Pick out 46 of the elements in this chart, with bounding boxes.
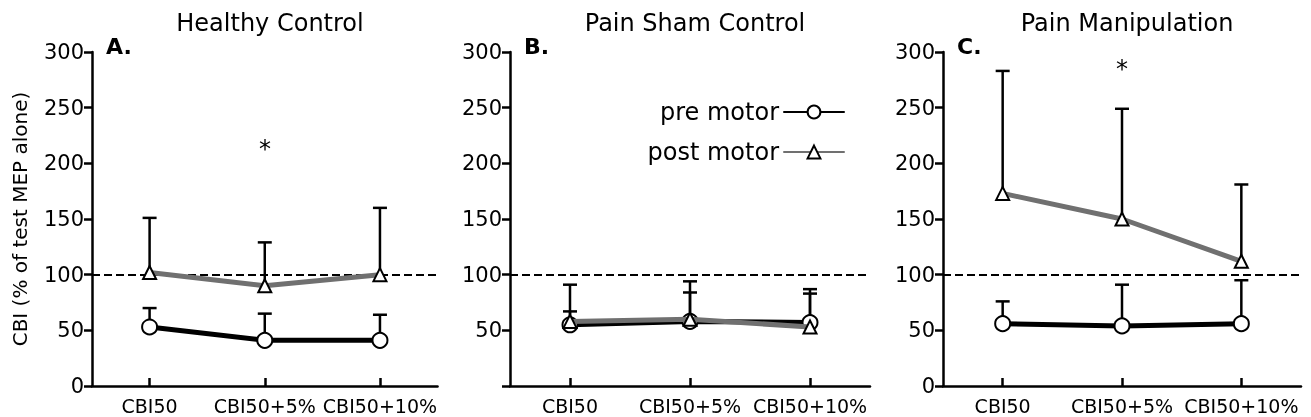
point: [1113, 317, 1131, 335]
x-tick-label: CBI50+5%: [1070, 394, 1174, 417]
legend-label: post motor: [647, 138, 780, 166]
y-tick-label: 200: [894, 151, 935, 176]
x-tick-label: CBI50+10%: [322, 394, 438, 417]
x-tick-label: CBI50+5%: [638, 394, 742, 417]
annotation: A.: [106, 33, 132, 59]
point: [141, 318, 159, 336]
chart-title: Healthy Control: [176, 9, 364, 37]
y-tick-label: 50: [475, 318, 502, 343]
y-tick-label: 0: [70, 374, 84, 398]
y-tick-label: 300: [461, 40, 502, 64]
annotation: B.: [524, 33, 550, 59]
annotation: C.: [957, 33, 982, 59]
y-tick-label: 150: [461, 207, 502, 231]
y-tick-label: 0: [921, 374, 935, 398]
annotation: *: [1116, 54, 1128, 83]
y-tick-label: 300: [43, 40, 84, 64]
y-tick-label: 100: [894, 262, 935, 287]
annotation: *: [259, 134, 271, 163]
x-tick-label: CBI50: [541, 394, 599, 417]
y-tick-label: 300: [894, 40, 935, 64]
y-tick-label: 150: [894, 207, 935, 231]
chart-title: Pain Sham Control: [584, 9, 806, 37]
point: [994, 315, 1012, 333]
y-tick-label: 150: [43, 207, 84, 231]
y-tick-label: 200: [461, 151, 502, 176]
y-tick-label: 50: [908, 318, 935, 343]
point: [1232, 315, 1250, 333]
chart-title: Pain Manipulation: [1020, 9, 1234, 37]
x-tick-label: CBI50+5%: [213, 394, 316, 417]
x-tick-label: CBI50+10%: [1184, 394, 1299, 417]
y-axis-title: CBI (% of test MEP alone): [8, 91, 32, 347]
point: [256, 331, 274, 349]
y-tick-label: 100: [43, 262, 84, 287]
x-tick-label: CBI50+10%: [752, 394, 868, 417]
x-tick-label: CBI50: [121, 394, 178, 417]
x-tick-label: CBI50: [974, 394, 1031, 417]
y-tick-label: 250: [43, 95, 84, 120]
y-tick-label: 250: [461, 95, 502, 120]
point: [371, 331, 389, 349]
legend-label: pre motor: [660, 98, 780, 126]
y-tick-label: 50: [57, 318, 84, 343]
y-tick-label: 200: [43, 151, 84, 176]
y-tick-label: 250: [894, 95, 935, 120]
y-tick-label: 100: [461, 262, 502, 287]
